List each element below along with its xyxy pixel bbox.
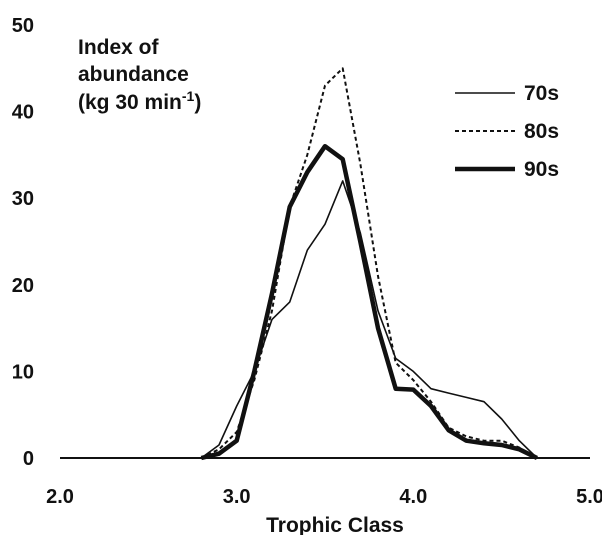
x-axis-title: Trophic Class bbox=[266, 514, 404, 535]
y-tick-label: 30 bbox=[12, 188, 34, 210]
x-tick-label: 4.0 bbox=[399, 486, 427, 508]
x-tick-label: 3.0 bbox=[223, 486, 251, 508]
series-line-80s bbox=[200, 67, 538, 459]
y-axis-label-line-3: (kg 30 min-1) bbox=[78, 88, 201, 114]
y-tick-label: 0 bbox=[23, 448, 34, 470]
ticks-layer: 2.0 3.0 4.0 5.0 0 10 20 30 40 50 bbox=[12, 15, 602, 508]
y-axis-label-exponent: -1 bbox=[182, 88, 195, 104]
x-tick-label: 2.0 bbox=[46, 486, 74, 508]
y-axis-label-unit: (kg 30 min bbox=[78, 91, 182, 114]
y-axis-label-close: ) bbox=[194, 91, 201, 114]
y-tick-label: 50 bbox=[12, 15, 34, 37]
legend-label-80s: 80s bbox=[524, 120, 559, 143]
series-layer bbox=[200, 67, 538, 461]
y-axis-label-line-2: abundance bbox=[78, 63, 189, 86]
legend-label-70s: 70s bbox=[524, 82, 559, 105]
legend-label-90s: 90s bbox=[524, 158, 559, 181]
y-tick-label: 40 bbox=[12, 102, 34, 124]
y-axis-label-line-1: Index of bbox=[78, 36, 160, 59]
series-line-90s bbox=[200, 143, 538, 461]
legend: 70s 80s 90s bbox=[455, 82, 559, 181]
x-tick-label: 5.0 bbox=[576, 486, 602, 508]
y-tick-label: 20 bbox=[12, 275, 34, 297]
y-tick-label: 10 bbox=[12, 361, 34, 383]
